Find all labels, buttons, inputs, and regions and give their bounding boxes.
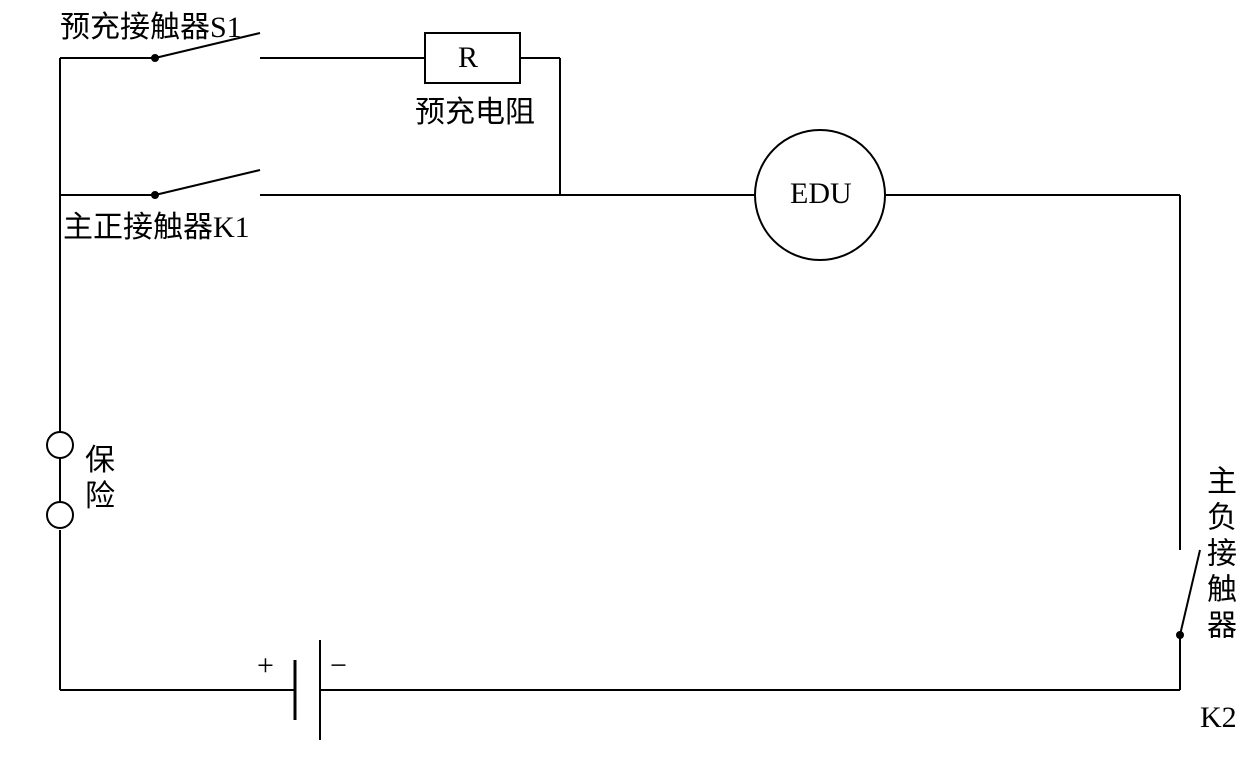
label-main-pos-contactor: 主正接触器K1 (63, 210, 250, 246)
fuse-loop-top (47, 432, 73, 458)
label-edu: EDU (790, 176, 852, 212)
switch-k2-blade (1180, 550, 1200, 635)
fuse-loop-bottom (47, 502, 73, 528)
label-precharge-resistor: 预充电阻 (415, 95, 535, 131)
label-battery-pos: + (257, 648, 274, 684)
switch-s1-pivot (152, 55, 158, 61)
switch-k1-blade (155, 170, 260, 195)
label-main-neg-contactor: 主负接触器 (1200, 465, 1236, 645)
label-main-neg-contactor-id: K2 (1200, 700, 1237, 736)
label-fuse: 保险 (85, 443, 119, 515)
circuit-svg (0, 0, 1239, 780)
label-precharge-contactor: 预充接触器S1 (60, 10, 242, 46)
label-resistor-symbol: R (458, 40, 478, 76)
label-battery-neg: − (330, 648, 347, 684)
switch-k1-pivot (152, 192, 158, 198)
circuit-canvas: 预充接触器S1 R 预充电阻 主正接触器K1 EDU 保险 主负接触器 K2 +… (0, 0, 1239, 780)
